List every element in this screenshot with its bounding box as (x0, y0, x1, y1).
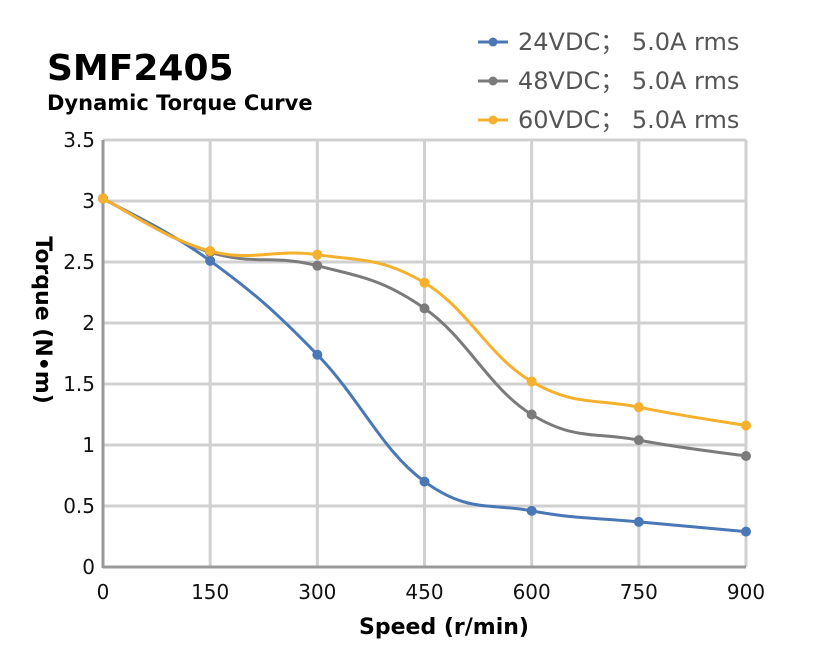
x-axis-label: Speed (r/min) (359, 615, 529, 640)
legend-label: 24VDC； 5.0A rms (518, 28, 739, 56)
y-tick-label: 0.5 (63, 494, 95, 518)
y-tick-label: 2.5 (63, 250, 95, 274)
data-point (633, 516, 644, 527)
data-point (633, 435, 644, 446)
data-point (633, 402, 644, 413)
legend-marker (488, 76, 498, 86)
data-point (419, 476, 430, 487)
x-tick-label: 150 (191, 580, 229, 604)
y-tick-label: 1.5 (63, 372, 95, 396)
y-tick-label: 0 (82, 555, 95, 579)
data-point (419, 277, 430, 288)
x-tick-label: 750 (620, 580, 658, 604)
data-point (98, 193, 108, 204)
y-tick-label: 2 (82, 311, 95, 335)
data-point (312, 249, 323, 260)
x-tick-label: 300 (298, 580, 336, 604)
legend-label: 60VDC； 5.0A rms (518, 106, 739, 134)
x-tick-label: 900 (727, 580, 765, 604)
x-tick-label: 450 (405, 580, 443, 604)
data-point (526, 505, 537, 516)
data-point (312, 260, 323, 271)
data-point (741, 420, 751, 431)
data-point (741, 450, 751, 461)
data-point (419, 303, 430, 314)
data-point (312, 349, 323, 360)
y-tick-label: 3 (82, 189, 95, 213)
chart-subtitle: Dynamic Torque Curve (47, 91, 313, 115)
data-point (526, 376, 537, 387)
legend-marker (488, 37, 498, 47)
x-tick-label: 600 (513, 580, 551, 604)
y-axis-label: Torque (N•m) (30, 236, 55, 404)
legend-marker (488, 115, 498, 125)
data-point (205, 255, 216, 266)
y-tick-label: 1 (82, 433, 95, 457)
data-point (205, 246, 216, 257)
legend-label: 48VDC； 5.0A rms (518, 67, 739, 95)
chart-title: SMF2405 (47, 48, 234, 89)
data-point (526, 409, 537, 420)
x-tick-label: 0 (97, 580, 110, 604)
data-point (741, 526, 751, 537)
y-tick-label: 3.5 (63, 128, 95, 152)
